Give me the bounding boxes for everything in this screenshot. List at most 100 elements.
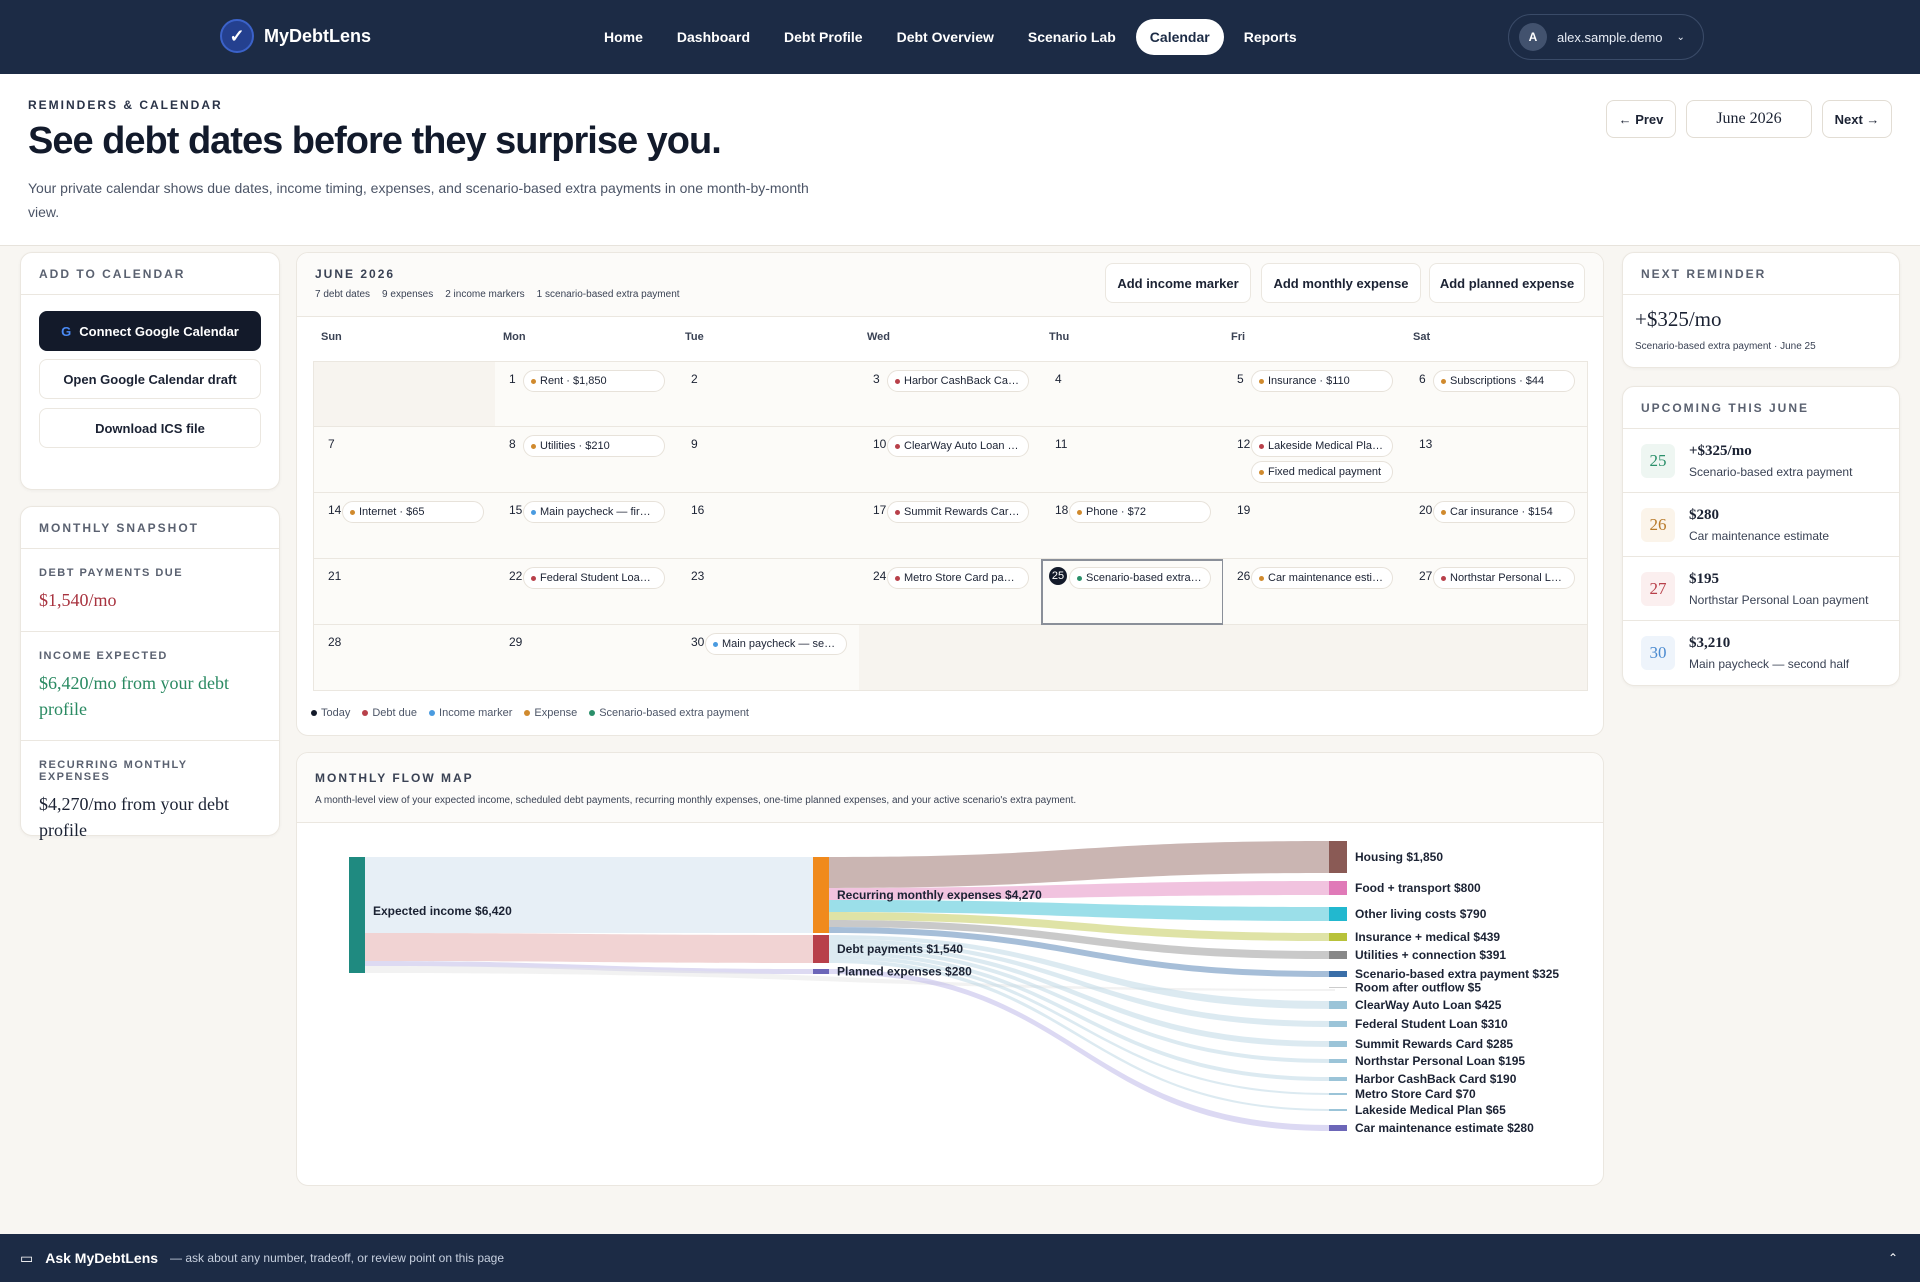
next-month-button[interactable]: Next → bbox=[1822, 100, 1892, 138]
nav-calendar[interactable]: Calendar bbox=[1135, 19, 1224, 55]
upcoming-card: UPCOMING THIS JUNE 25 +$325/mo Scenario-ba… bbox=[1622, 386, 1900, 686]
calendar-day-cell[interactable]: 5 Insurance · $110 bbox=[1223, 361, 1406, 427]
legend-item: Today bbox=[311, 707, 350, 719]
calendar-day-cell[interactable]: 23 bbox=[677, 559, 860, 625]
calendar-event-chip[interactable]: Rent · $1,850 bbox=[523, 370, 665, 392]
calendar-day-cell[interactable]: 15 Main paycheck — first half bbox=[495, 493, 678, 559]
calendar-day-cell[interactable]: 14 Internet · $65 bbox=[313, 493, 496, 559]
calendar-day-cell[interactable]: 3 Harbor CashBack Card payment bbox=[859, 361, 1042, 427]
calendar-event-chip[interactable]: Utilities · $210 bbox=[523, 435, 665, 457]
calendar-stats: 7 debt dates 9 expenses 2 income markers 1 … bbox=[315, 289, 680, 300]
nav-dashboard[interactable]: Dashboard bbox=[676, 29, 751, 45]
calendar-day-cell[interactable]: 13 bbox=[1405, 427, 1588, 493]
assistant-bar[interactable]: ▭ Ask MyDebtLens — ask about any number,… bbox=[0, 1234, 1920, 1282]
add-monthly-expense-button[interactable]: Add monthly expense bbox=[1261, 263, 1421, 303]
page-eyebrow: REMINDERS & CALENDAR bbox=[28, 98, 223, 112]
flow-label-target: Summit Rewards Card $285 bbox=[1355, 1037, 1513, 1051]
nav-debt-profile[interactable]: Debt Profile bbox=[784, 29, 863, 45]
calendar-day-cell[interactable]: 4 bbox=[1041, 361, 1224, 427]
upcoming-date: 27 bbox=[1641, 572, 1675, 606]
upcoming-item[interactable]: 30 $3,210 Main paycheck — second half bbox=[1623, 621, 1899, 685]
flow-label-target: Metro Store Card $70 bbox=[1355, 1087, 1476, 1101]
calendar-stat: 7 debt dates bbox=[315, 289, 371, 300]
upcoming-desc: Scenario-based extra payment bbox=[1689, 465, 1853, 479]
upcoming-desc: Main paycheck — second half bbox=[1689, 657, 1850, 671]
calendar-event-chip[interactable]: Main paycheck — second half bbox=[705, 633, 847, 655]
flow-node-target bbox=[1329, 987, 1347, 988]
flow-band bbox=[829, 951, 1329, 1081]
day-number: 26 bbox=[1237, 569, 1251, 583]
calendar-event-chip[interactable]: Internet · $65 bbox=[342, 501, 484, 523]
calendar-event-chip[interactable]: Car insurance · $154 bbox=[1433, 501, 1575, 523]
next-reminder-card: NEXT REMINDER +$325/mo Scenario-based ex… bbox=[1622, 252, 1900, 368]
calendar-event-chip[interactable]: Summit Rewards Card payment bbox=[887, 501, 1029, 523]
calendar-day-cell[interactable]: 7 bbox=[313, 427, 496, 493]
calendar-event-chip[interactable]: Fixed medical payment bbox=[1251, 461, 1393, 483]
day-number: 9 bbox=[691, 437, 698, 451]
nav-home[interactable]: Home bbox=[604, 29, 643, 45]
user-menu[interactable]: A alex.sample.demo ⌄ bbox=[1508, 14, 1704, 60]
upcoming-item[interactable]: 27 $195 Northstar Personal Loan payment bbox=[1623, 557, 1899, 621]
connect-google-calendar-button[interactable]: G Connect Google Calendar bbox=[39, 311, 261, 351]
calendar-event-chip[interactable]: Harbor CashBack Card payment bbox=[887, 370, 1029, 392]
add-income-marker-button[interactable]: Add income marker bbox=[1105, 263, 1251, 303]
calendar-day-cell[interactable]: 8 Utilities · $210 bbox=[495, 427, 678, 493]
calendar-event-chip[interactable]: Northstar Personal Loan payment bbox=[1433, 567, 1575, 589]
upcoming-item[interactable]: 25 +$325/mo Scenario-based extra payment bbox=[1623, 429, 1899, 493]
calendar-event-chip[interactable]: Lakeside Medical Plan payment bbox=[1251, 435, 1393, 457]
add-planned-expense-button[interactable]: Add planned expense bbox=[1429, 263, 1585, 303]
calendar-day-cell[interactable]: 16 bbox=[677, 493, 860, 559]
chevron-up-icon[interactable]: ⌃ bbox=[1887, 1251, 1898, 1265]
calendar-day-cell[interactable]: 19 bbox=[1223, 493, 1406, 559]
current-month-label: June 2026 bbox=[1686, 100, 1812, 138]
calendar-event-chip[interactable]: Subscriptions · $44 bbox=[1433, 370, 1575, 392]
add-to-calendar-card: ADD TO CALENDAR G Connect Google Calenda… bbox=[20, 252, 280, 490]
flow-node-target bbox=[1329, 933, 1347, 941]
calendar-day-cell[interactable]: 20 Car insurance · $154 bbox=[1405, 493, 1588, 559]
today-day-number: 25 bbox=[1049, 567, 1067, 585]
calendar-day-cell[interactable]: 28 bbox=[313, 625, 496, 691]
flow-label-target: Scenario-based extra payment $325 bbox=[1355, 967, 1559, 981]
calendar-event-chip[interactable]: Phone · $72 bbox=[1069, 501, 1211, 523]
app-logo[interactable]: ✓ MyDebtLens bbox=[220, 19, 371, 53]
day-number: 22 bbox=[509, 569, 523, 583]
calendar-day-cell[interactable]: 6 Subscriptions · $44 bbox=[1405, 361, 1588, 427]
calendar-event-chip[interactable]: Scenario-based extra payment bbox=[1069, 567, 1211, 589]
calendar-event-chip[interactable]: Car maintenance estimate bbox=[1251, 567, 1393, 589]
nav-scenario-lab[interactable]: Scenario Lab bbox=[1027, 29, 1116, 45]
calendar-day-cell[interactable]: 1 Rent · $1,850 bbox=[495, 361, 678, 427]
upcoming-item[interactable]: 26 $280 Car maintenance estimate bbox=[1623, 493, 1899, 557]
calendar-event-chip[interactable]: Metro Store Card payment bbox=[887, 567, 1029, 589]
flow-label-target: ClearWay Auto Loan $425 bbox=[1355, 998, 1502, 1012]
calendar-day-cell[interactable]: 11 bbox=[1041, 427, 1224, 493]
calendar-event-chip[interactable]: Federal Student Loan payment bbox=[523, 567, 665, 589]
flow-node-target bbox=[1329, 1093, 1347, 1095]
flow-band bbox=[829, 959, 1329, 1111]
calendar-day-cell[interactable]: 2 bbox=[677, 361, 860, 427]
calendar-day-cell[interactable]: 29 bbox=[495, 625, 678, 691]
calendar-day-cell[interactable]: 9 bbox=[677, 427, 860, 493]
calendar-event-chip[interactable]: ClearWay Auto Loan payment bbox=[887, 435, 1029, 457]
flow-band bbox=[829, 912, 1329, 941]
calendar-event-chip[interactable]: Insurance · $110 bbox=[1251, 370, 1393, 392]
flow-node-income bbox=[349, 857, 365, 973]
nav-debt-overview[interactable]: Debt Overview bbox=[896, 29, 994, 45]
open-google-draft-button[interactable]: Open Google Calendar draft bbox=[39, 359, 261, 399]
calendar-day-cell[interactable]: 18 Phone · $72 bbox=[1041, 493, 1224, 559]
page-title: See debt dates before they surprise you. bbox=[28, 120, 722, 162]
calendar-day-cell[interactable]: 24 Metro Store Card payment bbox=[859, 559, 1042, 625]
nav-reports[interactable]: Reports bbox=[1243, 29, 1297, 45]
day-number: 4 bbox=[1055, 372, 1062, 386]
calendar-day-cell[interactable]: 26 Car maintenance estimate bbox=[1223, 559, 1406, 625]
calendar-event-chip[interactable]: Main paycheck — first half bbox=[523, 501, 665, 523]
prev-month-button[interactable]: ← Prev bbox=[1606, 100, 1676, 138]
calendar-day-cell[interactable]: 21 bbox=[313, 559, 496, 625]
download-ics-button[interactable]: Download ICS file bbox=[39, 408, 261, 448]
